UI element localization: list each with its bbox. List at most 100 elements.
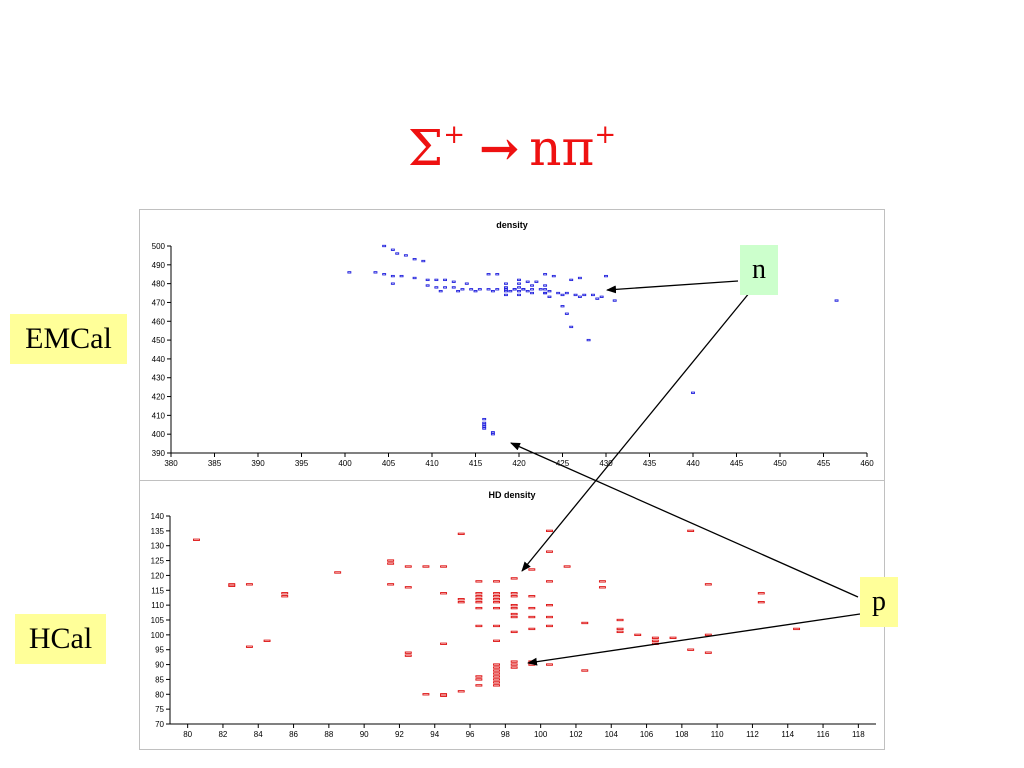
hcal-axes: 80 82 84 86 88 90 92 94 96 98 100 102 104 106 108 110 11… [151, 512, 876, 739]
emcal-data-point [425, 278, 430, 282]
hcal-data-point [493, 666, 500, 669]
emcal-data-point [469, 288, 474, 291]
emcal-data-point [434, 286, 439, 289]
hcal-x-tick-label: 106 [640, 730, 654, 739]
emcal-data-point [395, 252, 400, 255]
emcal-y-tick-label: 470 [152, 298, 166, 307]
hcal-data-point [404, 651, 412, 654]
hcal-x-tick-label: 108 [675, 730, 689, 739]
hcal-data-point [546, 529, 553, 533]
hcal-data-point [704, 633, 712, 637]
emcal-data-point [691, 391, 695, 394]
emcal-data-point [460, 288, 465, 291]
emcal-data-point [425, 284, 430, 287]
emcal-x-tick-label: 380 [164, 459, 178, 468]
emcal-x-tick-label: 435 [643, 459, 657, 468]
hcal-data-point [493, 601, 500, 604]
emcal-label: EMCal [10, 314, 127, 364]
hcal-y-tick-label: 135 [151, 527, 165, 536]
hcal-data-point [334, 571, 342, 574]
hcal-data-point [493, 663, 500, 666]
emcal-data-point [560, 293, 565, 297]
p-arrow-to-hcal [527, 613, 861, 666]
hcal-data-point [193, 538, 200, 541]
hcal-x-tick-label: 114 [781, 730, 794, 739]
hcal-data-point [493, 669, 500, 672]
emcal-data-point [517, 286, 521, 289]
emcal-data-point [517, 293, 521, 297]
emcal-data-point [599, 295, 604, 298]
emcal-data-point [564, 291, 569, 295]
emcal-data-point [403, 254, 408, 257]
hcal-data-point [457, 601, 465, 604]
hcal-data-point [793, 627, 801, 631]
emcal-x-tick-label: 405 [382, 459, 396, 468]
hcal-data-point [493, 595, 500, 598]
hcal-data-point [404, 654, 412, 657]
emcal-data-point [490, 290, 495, 293]
hcal-data-point [493, 598, 500, 601]
emcal-x-tick-label: 450 [773, 459, 787, 468]
emcal-data-point [438, 290, 443, 293]
emcal-data-point [412, 276, 417, 280]
emcal-data-point [443, 286, 447, 289]
emcal-data-point [412, 258, 417, 261]
hcal-data-point [245, 645, 253, 648]
emcal-data-point [482, 425, 487, 428]
hcal-data-point [598, 586, 606, 589]
emcal-data-point [591, 293, 595, 297]
hcal-data-point [440, 592, 448, 595]
emcal-data-point [573, 293, 578, 297]
emcal-data-point [486, 273, 491, 276]
emcal-y-tick-label: 500 [152, 242, 166, 251]
hcal-data-point [757, 592, 765, 595]
hcal-y-tick-label: 95 [155, 646, 164, 655]
hcal-y-tick-label: 105 [151, 616, 165, 625]
hcal-data-point [546, 615, 553, 619]
emcal-y-tick-label: 400 [152, 430, 166, 439]
hcal-data-point [422, 693, 430, 696]
emcal-data-point [464, 282, 469, 285]
hcal-data-point [493, 678, 500, 681]
hcal-data-point [510, 577, 518, 580]
hcal-data-point [263, 639, 271, 642]
hcal-x-tick-label: 110 [711, 730, 724, 739]
hcal-data-point [475, 592, 483, 595]
emcal-x-tick-label: 430 [599, 459, 613, 468]
hcal-x-tick-label: 100 [534, 730, 548, 739]
hcal-data-point [598, 580, 606, 583]
hcal-data-point [475, 684, 483, 687]
title-sup-plus: + [443, 120, 466, 150]
hcal-data-point [510, 630, 518, 634]
hcal-x-tick-label: 88 [324, 730, 333, 739]
title-product: nπ [529, 119, 595, 177]
title-sigma: Σ [407, 119, 444, 177]
emcal-x-tick-label: 390 [251, 459, 265, 468]
hcal-data-point [387, 583, 395, 586]
hcal-data-point [281, 592, 289, 595]
hcal-data-point [475, 624, 483, 628]
hcal-data-point [510, 592, 518, 595]
hcal-data-point [493, 681, 500, 684]
emcal-y-tick-label: 430 [152, 374, 166, 383]
hcal-data-point [457, 598, 465, 601]
hcal-data-point [704, 651, 712, 654]
emcal-data-point [504, 286, 508, 289]
p-label: p [860, 577, 898, 627]
hcal-data-point [387, 559, 395, 562]
hcal-data-point [493, 684, 500, 687]
emcal-y-tick-label: 390 [152, 449, 166, 458]
emcal-data-point [482, 421, 487, 425]
emcal-data-point [577, 295, 582, 298]
emcal-data-point [543, 288, 548, 291]
emcal-data-point [482, 423, 487, 426]
hcal-data-point [528, 606, 536, 610]
emcal-data-point [512, 288, 517, 291]
hcal-data-point [475, 675, 483, 678]
emcal-data-point [482, 427, 487, 430]
hcal-data-point [546, 663, 553, 666]
hcal-x-tick-label: 116 [817, 730, 830, 739]
emcal-y-tick-label: 440 [152, 355, 166, 364]
emcal-y-tick-label: 460 [152, 317, 166, 326]
emcal-data-point [451, 280, 456, 283]
